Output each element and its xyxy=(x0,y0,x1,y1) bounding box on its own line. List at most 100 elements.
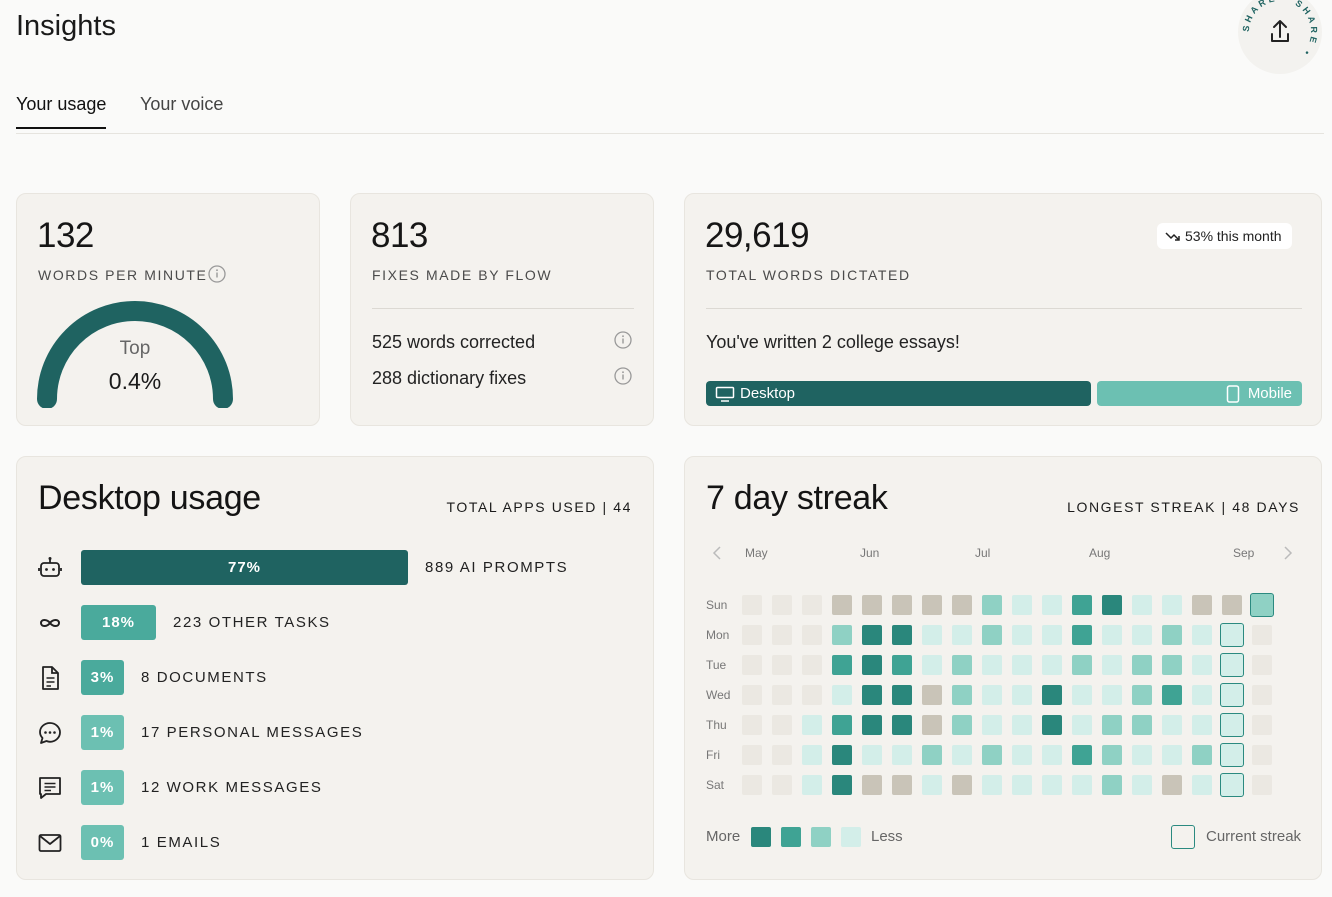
mail-icon xyxy=(38,834,62,852)
share-button[interactable]: SHARE • SHARE • xyxy=(1238,0,1322,74)
fixes-value: 813 xyxy=(371,216,428,255)
heatmap-cell xyxy=(1252,745,1272,765)
heatmap-cell xyxy=(1042,685,1062,705)
heatmap-cell xyxy=(802,595,822,615)
day-label: Sun xyxy=(706,598,728,612)
day-label: Wed xyxy=(706,688,731,702)
heatmap-cell xyxy=(802,715,822,735)
fixes-label: FIXES MADE BY FLOW xyxy=(372,267,553,283)
legend-swatch xyxy=(841,827,861,847)
heatmap-cell xyxy=(982,655,1002,675)
heatmap-cell xyxy=(802,655,822,675)
heatmap-cell xyxy=(1012,655,1032,675)
desktop-usage-title: Desktop usage xyxy=(38,479,261,517)
heatmap-cell xyxy=(832,775,852,795)
heatmap-cell xyxy=(952,595,972,615)
heatmap-cell xyxy=(1012,625,1032,645)
tab-your-voice[interactable]: Your voice xyxy=(140,94,224,114)
gauge-percentile: 0.4% xyxy=(108,368,162,394)
heatmap-cell xyxy=(1072,745,1092,765)
heatmap-cell xyxy=(1132,685,1152,705)
heatmap-cell xyxy=(892,775,912,795)
dictionary-fixes-text: 288 dictionary fixes xyxy=(372,368,527,388)
heatmap-cell xyxy=(832,595,852,615)
heatmap-cell xyxy=(1252,775,1272,795)
desktop-usage-card: Desktop usage TOTAL APPS USED | 44 77% 8… xyxy=(16,456,654,880)
trend-badge: 53% this month xyxy=(1157,223,1292,249)
heatmap-cell xyxy=(982,685,1002,705)
chevron-right-icon[interactable] xyxy=(1283,546,1293,560)
legend-current-label: Current streak xyxy=(1206,828,1302,845)
month-label: Jul xyxy=(975,546,991,560)
infinity-icon xyxy=(39,619,61,627)
upload-icon xyxy=(1271,20,1289,42)
heatmap-cell xyxy=(1012,775,1032,795)
legend-swatch xyxy=(751,827,771,847)
heatmap-cell xyxy=(1162,745,1182,765)
info-icon[interactable] xyxy=(614,367,632,385)
heatmap-cell xyxy=(1252,655,1272,675)
heatmap-cell xyxy=(892,745,912,765)
heatmap-cell xyxy=(1220,653,1244,677)
heatmap-cell xyxy=(1072,685,1092,705)
heatmap-cell xyxy=(1072,715,1092,735)
month-label: Sep xyxy=(1233,546,1255,560)
page-title: Insights xyxy=(16,10,116,42)
heatmap-cell xyxy=(1220,743,1244,767)
usage-bar-ai-prompts: 77% xyxy=(81,550,408,585)
heatmap-cell xyxy=(1102,655,1122,675)
heatmap-cell xyxy=(1220,773,1244,797)
month-label: Aug xyxy=(1089,546,1111,560)
info-icon[interactable] xyxy=(614,331,632,349)
usage-label-documents: 8 DOCUMENTS xyxy=(141,669,268,686)
heatmap-cell xyxy=(802,625,822,645)
heatmap-cell xyxy=(1222,595,1242,615)
heatmap-cell xyxy=(1042,775,1062,795)
divider xyxy=(372,308,634,309)
heatmap-cell xyxy=(892,685,912,705)
desktop-share-bar: Desktop xyxy=(706,381,1091,406)
heatmap-cell xyxy=(862,685,882,705)
tab-your-usage[interactable]: Your usage xyxy=(16,94,107,129)
essay-message: You've written 2 college essays! xyxy=(706,332,960,352)
heatmap-cell xyxy=(862,745,882,765)
heatmap-cell xyxy=(1252,715,1272,735)
heatmap-cell xyxy=(1220,623,1244,647)
heatmap-cell xyxy=(862,595,882,615)
heatmap-cell xyxy=(1102,745,1122,765)
heatmap-cell xyxy=(1192,595,1212,615)
heatmap-cell xyxy=(1042,655,1062,675)
usage-bar-emails: 0% xyxy=(81,825,124,860)
heatmap-cell xyxy=(1192,715,1212,735)
day-label: Thu xyxy=(706,718,727,732)
info-icon[interactable] xyxy=(208,265,226,283)
heatmap-cell xyxy=(832,625,852,645)
heatmap-cell xyxy=(832,745,852,765)
heatmap-cell xyxy=(892,715,912,735)
heatmap-cell xyxy=(862,715,882,735)
wpm-value: 132 xyxy=(37,216,94,255)
heatmap-cell xyxy=(1102,625,1122,645)
heatmap-cell xyxy=(1042,595,1062,615)
heatmap-cell xyxy=(1132,715,1152,735)
heatmap-cell xyxy=(1102,775,1122,795)
chat-bubble-icon xyxy=(39,722,61,744)
heatmap-cell xyxy=(1132,775,1152,795)
chevron-left-icon[interactable] xyxy=(712,546,722,560)
heatmap-cell xyxy=(1162,625,1182,645)
gauge-top-label: Top xyxy=(119,338,151,359)
heatmap-cell xyxy=(952,685,972,705)
heatmap-cell xyxy=(892,625,912,645)
heatmap-cell xyxy=(922,625,942,645)
heatmap-cell xyxy=(742,745,762,765)
heatmap-cell xyxy=(1192,655,1212,675)
heatmap-cell xyxy=(802,685,822,705)
usage-label-ai-prompts: 889 AI PROMPTS xyxy=(425,559,569,576)
heatmap-cell xyxy=(982,775,1002,795)
legend-more-label: More xyxy=(706,828,741,845)
month-label: Jun xyxy=(860,546,880,560)
heatmap-cell xyxy=(1192,775,1212,795)
heatmap-cell xyxy=(1162,655,1182,675)
heatmap-cell xyxy=(1012,685,1032,705)
day-label: Fri xyxy=(706,748,720,762)
